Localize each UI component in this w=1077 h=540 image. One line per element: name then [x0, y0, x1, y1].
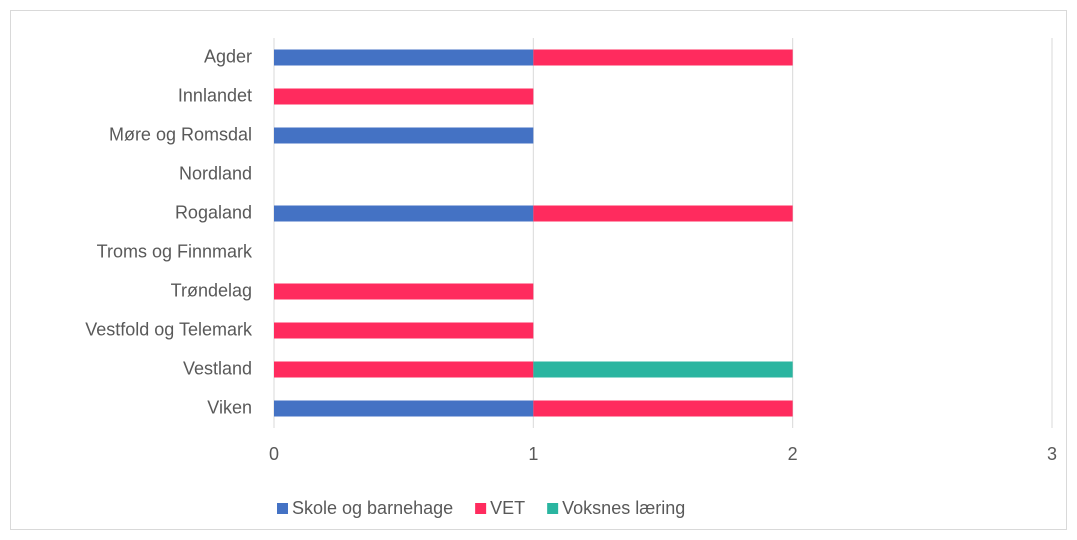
y-tick-label: Rogaland	[175, 202, 252, 222]
y-tick-label: Nordland	[179, 163, 252, 183]
chart-border	[10, 10, 1067, 530]
legend-swatch	[547, 503, 559, 514]
y-tick-label: Møre og Romsdal	[109, 124, 252, 144]
legend-label: VET	[490, 498, 525, 518]
x-tick-label: 1	[528, 444, 538, 464]
bar	[274, 205, 534, 222]
y-tick-label: Vestfold og Telemark	[85, 319, 253, 339]
bar	[533, 361, 793, 378]
y-tick-label: Vestland	[183, 358, 252, 378]
bar	[274, 127, 534, 144]
x-tick-label: 3	[1047, 444, 1057, 464]
bar	[533, 49, 793, 66]
y-tick-label: Trøndelag	[171, 280, 252, 300]
y-tick-label: Innlandet	[178, 85, 252, 105]
y-tick-label: Agder	[204, 46, 252, 66]
y-tick-label: Troms og Finnmark	[97, 241, 253, 261]
bar	[274, 49, 534, 66]
bar	[274, 322, 534, 339]
bar	[274, 361, 534, 378]
legend-swatch	[277, 503, 288, 514]
x-tick-label: 2	[788, 444, 798, 464]
legend-label: Voksnes læring	[562, 498, 685, 518]
bar	[533, 400, 793, 417]
bar	[533, 205, 793, 222]
x-tick-label: 0	[269, 444, 279, 464]
legend-swatch	[475, 503, 487, 514]
legend-label: Skole og barnehage	[292, 498, 453, 518]
bar	[274, 88, 534, 105]
bar	[274, 283, 534, 300]
y-tick-label: Viken	[207, 397, 252, 417]
bar	[274, 400, 534, 417]
